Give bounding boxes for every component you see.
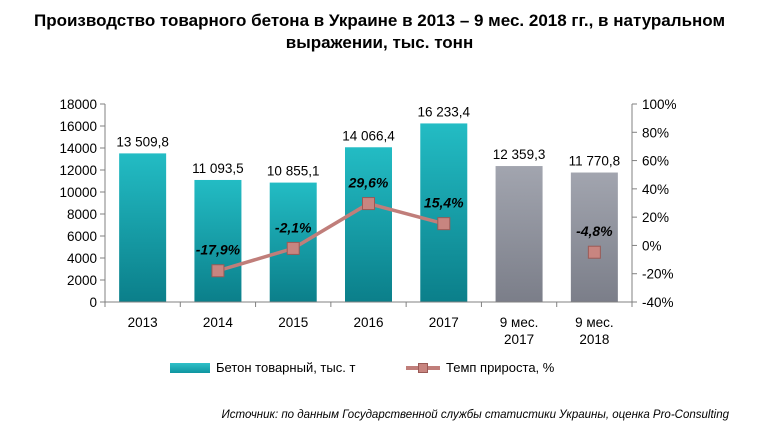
legend: Бетон товарный, тыс. т Темп прироста, %: [0, 360, 759, 380]
bar-value-label: 11 093,5: [192, 161, 244, 176]
bar-value-label: 14 066,4: [342, 128, 395, 143]
bar-value-label: 11 770,8: [569, 154, 621, 169]
right-tick-label: 100%: [642, 97, 677, 112]
growth-point: [437, 217, 451, 231]
bar-2: [194, 179, 242, 302]
legend-swatch-line: [406, 362, 440, 373]
growth-point: [362, 197, 375, 211]
growth-point: [587, 245, 601, 259]
left-tick-label: 10000: [59, 185, 97, 200]
right-tick-label: 80%: [642, 125, 669, 140]
bar-value-label: 13 509,8: [116, 134, 169, 149]
left-tick-label: 18000: [59, 97, 97, 112]
growth-point: [286, 241, 300, 255]
growth-value-label: 15,4%: [424, 195, 464, 211]
right-tick-label: 40%: [642, 182, 669, 197]
left-tick-label: 16000: [59, 119, 97, 134]
right-tick-label: 20%: [642, 210, 669, 225]
left-tick-label: 2000: [67, 273, 97, 288]
right-tick-label: 0%: [642, 238, 662, 253]
chart-title: Производство товарного бетона в Украине …: [33, 11, 726, 52]
bar-7: [570, 172, 618, 302]
growth-line: [217, 201, 445, 273]
growth-value-label: -17,9%: [196, 242, 241, 258]
bar-5: [420, 123, 468, 302]
right-tick-label: 60%: [642, 154, 669, 169]
growth-value-label: 29,6%: [348, 175, 389, 191]
x-tick-label: 2017: [429, 315, 459, 330]
left-tick-label: 6000: [67, 229, 97, 244]
right-tick-label: -20%: [642, 267, 674, 282]
right-tick-label: -40%: [642, 295, 674, 310]
legend-label-growth: Темп прироста, %: [446, 360, 555, 375]
x-tick-label: 2016: [353, 315, 383, 330]
bar-4: [345, 147, 392, 302]
left-tick-label: 8000: [67, 207, 97, 222]
growth-value-label: -2,1%: [275, 219, 312, 235]
legend-item-concrete: Бетон товарный, тыс. т: [170, 360, 355, 375]
growth-point: [211, 264, 225, 278]
growth-value-label: -4,8%: [576, 223, 613, 239]
x-tick-label: 2015: [278, 315, 308, 330]
bar-value-label: 10 855,1: [267, 164, 320, 179]
bar-value-label: 16 233,4: [418, 104, 471, 119]
legend-item-growth: Темп прироста, %: [406, 360, 554, 375]
left-tick-label: 0: [89, 295, 97, 310]
bar-1: [119, 153, 167, 302]
source-note: Источник: по данным Государственной служ…: [221, 409, 729, 421]
legend-label-concrete: Бетон товарный, тыс. т: [216, 360, 356, 375]
x-tick-label: 9 мес. 2017: [500, 315, 539, 347]
left-tick-label: 12000: [59, 163, 97, 178]
legend-swatch-bar: [170, 362, 210, 373]
bar-value-label: 12 359,3: [493, 147, 546, 162]
x-tick-label: 2014: [203, 315, 234, 330]
x-tick-label: 9 мес. 2018: [575, 315, 614, 347]
left-tick-label: 14000: [59, 141, 97, 156]
left-tick-label: 4000: [67, 251, 97, 266]
bar-6: [495, 166, 543, 302]
x-tick-label: 2013: [128, 315, 158, 330]
